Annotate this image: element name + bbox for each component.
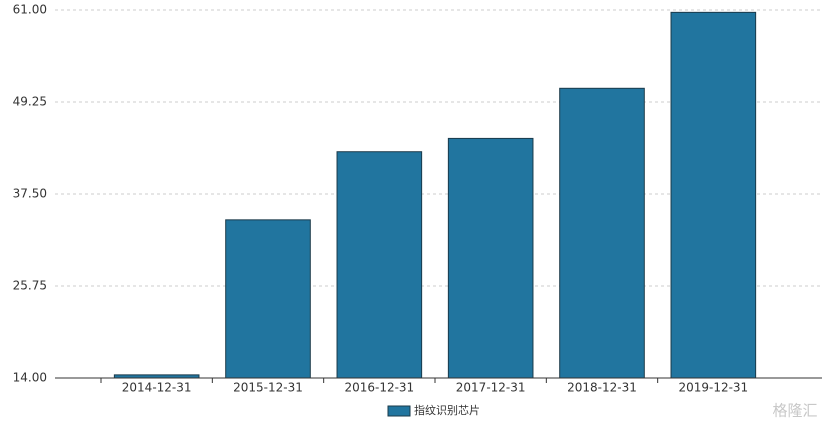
- x-tick-label: 2016-12-31: [344, 381, 414, 395]
- y-tick-label: 37.50: [13, 187, 47, 201]
- y-tick-label: 49.25: [13, 95, 47, 109]
- bar: [225, 219, 311, 379]
- watermark: 格隆汇: [772, 402, 817, 420]
- y-tick-label: 14.00: [13, 371, 47, 385]
- bar: [336, 151, 423, 379]
- bar: [559, 87, 645, 379]
- x-tick-label: 2019-12-31: [678, 381, 748, 395]
- legend-swatch: [387, 405, 411, 417]
- x-tick-label: 2014-12-31: [122, 381, 192, 395]
- x-tick-label: 2017-12-31: [456, 381, 526, 395]
- legend-label: 指纹识别芯片: [414, 403, 480, 417]
- y-tick-label: 61.00: [13, 3, 47, 17]
- x-tick-label: 2015-12-31: [233, 381, 303, 395]
- bar: [447, 137, 534, 379]
- bar: [670, 11, 757, 379]
- y-tick-label: 25.75: [13, 279, 47, 293]
- x-tick-label: 2018-12-31: [567, 381, 637, 395]
